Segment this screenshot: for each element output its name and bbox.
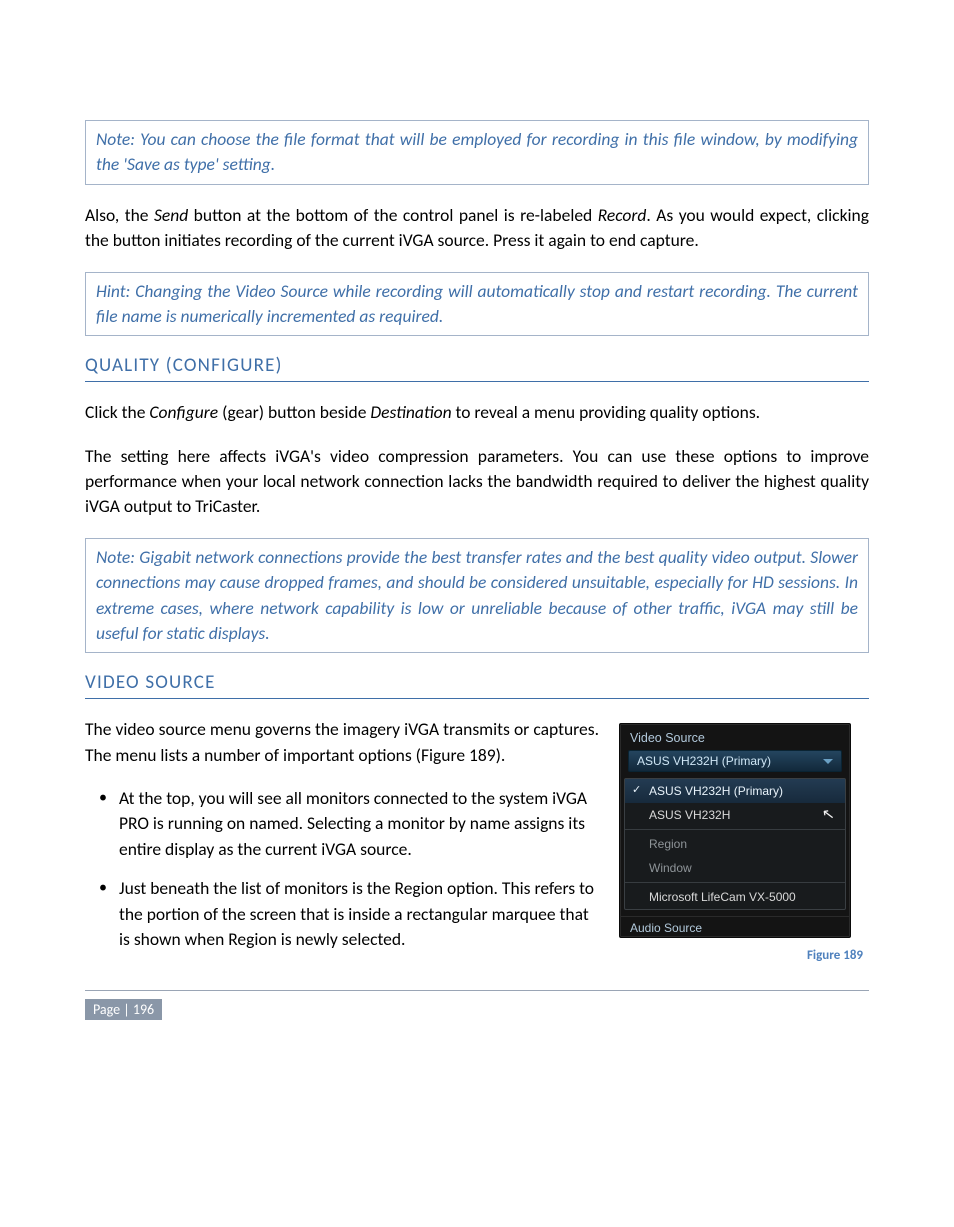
panel-footer: Audio Source: [620, 916, 850, 937]
bullet1-text: At the top, you will see all monitors co…: [119, 787, 587, 860]
bullet-monitors: At the top, you will see all monitors co…: [85, 786, 599, 862]
menu-item-region[interactable]: Region: [625, 832, 845, 856]
hint-text: Hint: Changing the Video Source while re…: [96, 280, 858, 327]
para2-dest: Destination: [370, 401, 451, 423]
heading-quality: QUALITY (CONFIGURE): [85, 354, 869, 377]
bullet-region: Just beneath the list of monitors is the…: [85, 876, 599, 952]
note1-text: Note: You can choose the file format tha…: [96, 128, 858, 175]
para2-c: to reveal a menu providing quality optio…: [452, 401, 761, 423]
footer-rule: [85, 990, 869, 991]
rule-quality: [85, 381, 869, 382]
para-record: Also, the Send button at the bottom of t…: [85, 203, 869, 254]
para1-a: Also, the: [85, 204, 154, 226]
video-source-panel: Video Source ASUS VH232H (Primary) ASUS …: [619, 723, 851, 938]
para-configure: Click the Configure (gear) button beside…: [85, 400, 869, 425]
page-number: Page | 196: [85, 999, 162, 1020]
note-box-gigabit: Note: Gigabit network connections provid…: [85, 538, 869, 654]
panel-title: Video Source: [620, 724, 850, 750]
bullet2-a: Just beneath the list of monitors is the: [119, 877, 395, 899]
panel-dropdown[interactable]: ASUS VH232H (Primary): [628, 750, 842, 772]
para1-record: Record: [598, 204, 647, 226]
note-box-file-format: Note: You can choose the file format tha…: [85, 120, 869, 185]
menu-item-asus-label: ASUS VH232H: [649, 808, 730, 822]
note2-text: Note: Gigabit network connections provid…: [96, 546, 858, 644]
para2-configure: Configure: [149, 401, 218, 423]
menu-item-lifecam-label: Microsoft LifeCam VX-5000: [649, 890, 796, 904]
heading-video: VIDEO SOURCE: [85, 671, 869, 694]
figure-caption: Figure 189: [619, 948, 869, 963]
menu-item-primary[interactable]: ASUS VH232H (Primary): [625, 779, 845, 803]
menu-item-window-label: Window: [649, 861, 692, 875]
para-compression: The setting here affects iVGA's video co…: [85, 444, 869, 520]
para1-b: button at the bottom of the control pane…: [188, 204, 598, 226]
menu-separator-1: [625, 829, 845, 830]
menu-separator-2: [625, 882, 845, 883]
para1-send: Send: [154, 204, 188, 226]
menu-item-window[interactable]: Window: [625, 856, 845, 880]
para2-a: Click the: [85, 401, 149, 423]
menu-item-asus[interactable]: ASUS VH232H: [625, 803, 845, 827]
panel-menu: ASUS VH232H (Primary) ASUS VH232H ↖ Regi…: [624, 778, 846, 910]
hint-box: Hint: Changing the Video Source while re…: [85, 272, 869, 337]
dropdown-selected: ASUS VH232H (Primary): [637, 754, 771, 768]
chevron-down-icon: [823, 759, 833, 764]
menu-item-primary-label: ASUS VH232H (Primary): [649, 784, 783, 798]
bullet2-region-word: Region: [395, 877, 444, 899]
rule-video: [85, 698, 869, 699]
bullet-list: At the top, you will see all monitors co…: [85, 786, 599, 952]
menu-item-region-label: Region: [649, 837, 687, 851]
para2-b: (gear) button beside: [218, 401, 370, 423]
menu-item-lifecam[interactable]: Microsoft LifeCam VX-5000: [625, 885, 845, 909]
para-video-source: The video source menu governs the imager…: [85, 717, 599, 768]
